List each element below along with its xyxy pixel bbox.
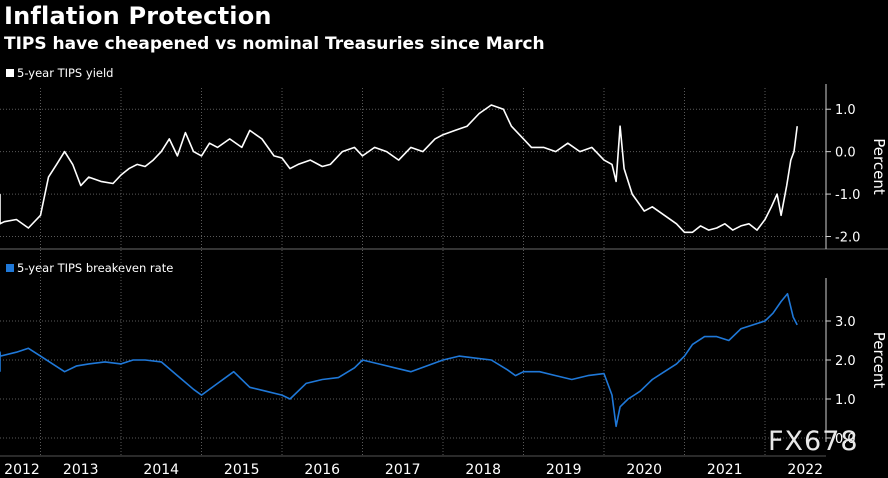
y-tick-label: 1.0 [835, 103, 856, 118]
chart-title: Inflation Protection [4, 2, 272, 30]
y-tick-label: -2.0 [835, 231, 860, 246]
legend-label: 5-year TIPS yield [17, 66, 114, 80]
series-line [0, 104, 798, 234]
x-tick-label: 2014 [143, 462, 179, 478]
y-tick-label: 2.0 [835, 354, 856, 369]
legend-breakeven: 5-year TIPS breakeven rate [6, 261, 173, 275]
chart-subtitle: TIPS have cheapened vs nominal Treasurie… [4, 34, 545, 54]
x-tick-label: 2017 [385, 462, 421, 478]
x-tick-label: 2021 [707, 462, 743, 478]
legend-tips-yield: 5-year TIPS yield [6, 66, 113, 80]
legend-swatch-blue [6, 264, 14, 272]
y-tick-label: 0.0 [835, 146, 856, 161]
x-tick-label: 2020 [626, 462, 662, 478]
x-tick-label: 2018 [465, 462, 501, 478]
watermark: FX678 [768, 426, 859, 457]
y-axis-label: Percent [870, 332, 888, 389]
x-tick-label: 2015 [224, 462, 260, 478]
x-tick-label: 2013 [63, 462, 99, 478]
y-tick-label: 1.0 [835, 393, 856, 408]
y-tick-label: 3.0 [835, 315, 856, 330]
x-tick-label: 2022 [787, 462, 823, 478]
x-tick-label: 2016 [304, 462, 340, 478]
legend-label: 5-year TIPS breakeven rate [17, 261, 174, 275]
y-tick-label: -1.0 [835, 188, 860, 203]
x-tick-label: 2012 [4, 462, 40, 478]
legend-swatch-white [6, 69, 14, 77]
y-tick-label: 0.0 [835, 432, 856, 447]
y-axis-label: Percent [870, 138, 888, 195]
series-line [0, 292, 798, 428]
x-tick-label: 2019 [546, 462, 582, 478]
